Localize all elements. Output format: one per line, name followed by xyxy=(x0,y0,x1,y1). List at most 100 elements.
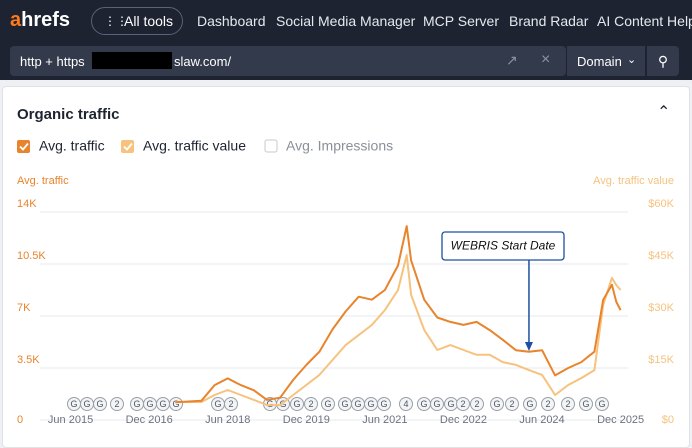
event-marker[interactable]: 2 xyxy=(304,397,318,411)
event-marker[interactable]: G xyxy=(490,397,504,411)
event-marker[interactable]: G xyxy=(321,397,335,411)
event-marker[interactable]: 2 xyxy=(505,397,519,411)
legend-checkbox[interactable] xyxy=(264,139,278,153)
event-marker[interactable]: 2 xyxy=(224,397,238,411)
nav-item[interactable]: Social Media Manager xyxy=(276,13,416,29)
y2-axis-title: Avg. traffic value xyxy=(593,175,674,187)
event-label: G xyxy=(433,399,440,409)
event-marker[interactable]: G xyxy=(351,397,365,411)
event-marker[interactable]: G xyxy=(417,397,431,411)
event-label: G xyxy=(159,399,166,409)
event-marker[interactable]: 2 xyxy=(456,397,470,411)
legend-label: Avg. traffic value xyxy=(143,138,246,154)
event-marker[interactable]: G xyxy=(595,397,609,411)
event-marker[interactable]: G xyxy=(156,397,170,411)
event-marker[interactable]: 4 xyxy=(399,397,413,411)
x-tick-label: Dec 2016 xyxy=(126,414,173,426)
event-label: 2 xyxy=(545,399,550,409)
x-tick-label: Dec 2019 xyxy=(283,414,330,426)
x-tick-label: Dec 2022 xyxy=(440,414,487,426)
arrow-head xyxy=(524,342,533,351)
series-line xyxy=(175,225,622,404)
y-tick-label: 0 xyxy=(17,414,23,426)
event-marker[interactable]: G xyxy=(211,397,225,411)
event-label: 2 xyxy=(460,399,465,409)
event-circle xyxy=(304,397,318,411)
event-marker[interactable]: G xyxy=(130,397,144,411)
check-mark xyxy=(19,142,29,151)
event-circle xyxy=(224,397,238,411)
search-bar: http + https slaw.com/ ↗ × Domain ⌄ ⚲ xyxy=(0,42,692,80)
event-label: G xyxy=(380,399,387,409)
event-label: G xyxy=(214,399,221,409)
event-label: G xyxy=(146,399,153,409)
event-marker[interactable]: G xyxy=(523,397,537,411)
event-marker[interactable]: G xyxy=(579,397,593,411)
event-marker[interactable]: G xyxy=(80,397,94,411)
event-marker[interactable]: G xyxy=(290,397,304,411)
event-marker[interactable]: 2 xyxy=(541,397,555,411)
event-marker[interactable]: G xyxy=(143,397,157,411)
event-label: G xyxy=(367,399,374,409)
event-label: G xyxy=(493,399,500,409)
event-label: G xyxy=(70,399,77,409)
event-marker[interactable]: G xyxy=(430,397,444,411)
mode-label: Domain xyxy=(577,54,622,69)
event-circle xyxy=(470,397,484,411)
clear-icon[interactable]: × xyxy=(541,51,551,68)
x-tick-label: Jun 2024 xyxy=(519,414,564,426)
event-marker[interactable]: G xyxy=(364,397,378,411)
event-marker[interactable]: 2 xyxy=(470,397,484,411)
x-tick-label: Jun 2015 xyxy=(48,414,93,426)
y2-tick-label: $45K xyxy=(648,250,674,262)
event-label: G xyxy=(526,399,533,409)
y-tick-label: 14K xyxy=(17,198,37,210)
event-label: G xyxy=(341,399,348,409)
nav-item[interactable]: Brand Radar xyxy=(509,13,589,29)
legend-checkbox[interactable] xyxy=(17,140,30,153)
check-mark xyxy=(123,142,133,151)
event-marker[interactable]: G xyxy=(444,397,458,411)
event-label: 4 xyxy=(403,399,408,409)
event-marker[interactable]: G xyxy=(93,397,107,411)
nav-item[interactable]: Dashboard xyxy=(197,13,266,29)
event-marker[interactable]: G xyxy=(67,397,81,411)
search-button[interactable]: ⚲ xyxy=(647,46,679,76)
event-label: G xyxy=(447,399,454,409)
nav-item[interactable]: MCP Server xyxy=(423,13,499,29)
event-label: 2 xyxy=(509,399,514,409)
legend-label: Avg. traffic xyxy=(39,138,105,154)
event-marker[interactable]: G xyxy=(377,397,391,411)
event-label: 2 xyxy=(114,399,119,409)
nav-item[interactable]: AI Content Help xyxy=(597,13,692,29)
collapse-icon[interactable]: ⌃ xyxy=(657,104,671,121)
legend-label: Avg. Impressions xyxy=(286,138,393,154)
url-input[interactable]: http + https slaw.com/ ↗ × xyxy=(10,46,566,76)
y-axis-title: Avg. traffic xyxy=(17,175,69,187)
y2-tick-label: $15K xyxy=(648,354,674,366)
protocol: http + https xyxy=(20,54,85,69)
x-tick-label: Jun 2021 xyxy=(362,414,407,426)
logo[interactable]: ahrefs xyxy=(10,9,70,32)
annotation-box xyxy=(441,231,565,261)
y-tick-label: 10.5K xyxy=(17,250,46,262)
mode-select[interactable]: Domain ⌄ xyxy=(566,46,645,76)
event-marker[interactable]: G xyxy=(338,397,352,411)
event-circle xyxy=(399,397,413,411)
all-tools-button[interactable]: ⋮⋮ All tools xyxy=(91,7,183,35)
open-icon[interactable]: ↗ xyxy=(506,52,518,68)
grid-icon: ⋮⋮ xyxy=(104,14,128,28)
event-marker[interactable]: 2 xyxy=(110,397,124,411)
legend-checkbox[interactable] xyxy=(121,140,134,153)
y2-tick-label: $0 xyxy=(662,414,674,426)
event-marker[interactable]: G xyxy=(169,397,183,411)
event-circle xyxy=(541,397,555,411)
event-label: G xyxy=(83,399,90,409)
event-circle xyxy=(561,397,575,411)
logo-rest: hrefs xyxy=(21,9,71,31)
event-label: G xyxy=(293,399,300,409)
event-label: G xyxy=(172,399,179,409)
event-marker[interactable]: 2 xyxy=(561,397,575,411)
